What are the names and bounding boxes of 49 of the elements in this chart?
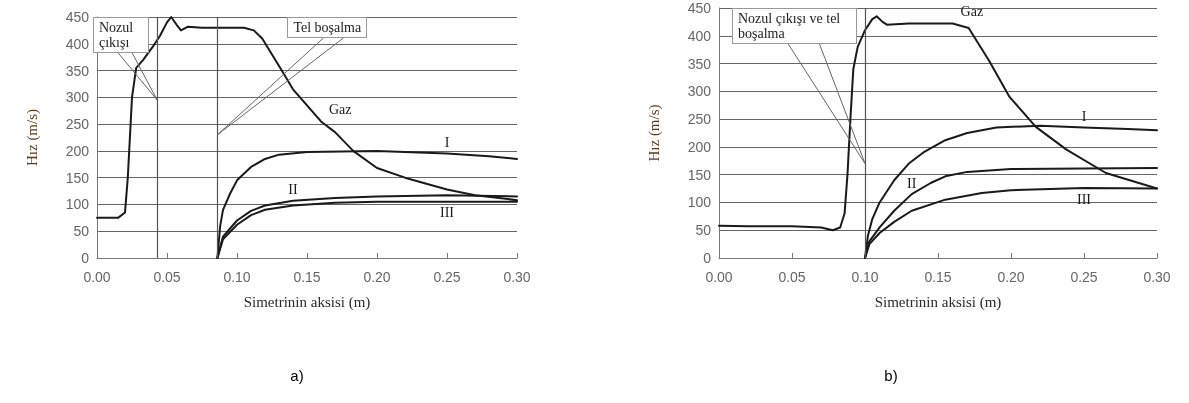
series-label: II [288, 182, 298, 198]
y-tick-label: 50 [73, 223, 90, 240]
y-tick-label: 150 [65, 169, 90, 186]
y-tick-label: 100 [65, 196, 90, 213]
y-tick-label: 350 [65, 62, 90, 79]
x-tick-label: 0.20 [997, 269, 1025, 285]
x-tick-label: 0.15 [924, 269, 952, 285]
series-label: I [444, 135, 450, 151]
x-tick-label: 0.25 [1070, 269, 1098, 285]
annotation: Nozul çıkışı ve tel boşalma [732, 8, 857, 44]
series-label: Gaz [329, 101, 352, 117]
y-axis-title: Hız (m/s) [23, 108, 41, 167]
x-axis-title: Simetrinin aksisi (m) [243, 293, 371, 311]
series-label: III [440, 205, 455, 221]
x-tick-label: 0.00 [705, 269, 733, 285]
y-tick-label: 100 [687, 194, 712, 211]
y-tick-label: 450 [65, 9, 90, 25]
y-tick-label: 450 [687, 0, 712, 16]
y-axis-title: Hız (m/s) [645, 104, 663, 162]
y-tick-label: 150 [687, 166, 712, 183]
y-tick-label: 400 [65, 35, 90, 52]
annotation: Nozul çıkışı [93, 17, 150, 53]
x-tick-label: 0.10 [851, 269, 879, 285]
x-tick-label: 0.05 [778, 269, 806, 285]
y-tick-label: 300 [65, 89, 90, 106]
text: b) [884, 367, 898, 384]
y-tick-label: 400 [687, 27, 712, 44]
x-tick-label: 0.30 [1143, 269, 1171, 285]
y-tick-label: 300 [687, 83, 712, 100]
x-axis-title: Simetrinin aksisi (m) [874, 293, 1002, 311]
y-tick-label: 0 [81, 250, 90, 266]
y-tick-label: 250 [687, 111, 712, 128]
y-tick-label: 0 [703, 250, 712, 266]
y-tick-label: 50 [695, 222, 712, 239]
y-tick-label: 250 [65, 116, 90, 133]
series-label: II [907, 175, 917, 191]
x-tick-label: 0.20 [363, 269, 391, 285]
x-tick-label: 0.15 [293, 269, 321, 285]
x-tick-label: 0.05 [153, 269, 181, 285]
y-tick-label: 350 [687, 55, 712, 72]
x-tick-label: 0.25 [433, 269, 461, 285]
text: a) [290, 367, 304, 384]
y-tick-label: 200 [687, 138, 712, 155]
annotation: Tel boşalma [287, 17, 368, 38]
x-tick-label: 0.00 [83, 269, 111, 285]
x-tick-label: 0.30 [503, 269, 531, 285]
y-tick-label: 200 [65, 142, 90, 159]
x-tick-label: 0.10 [223, 269, 251, 285]
series-label: I [1081, 108, 1087, 124]
